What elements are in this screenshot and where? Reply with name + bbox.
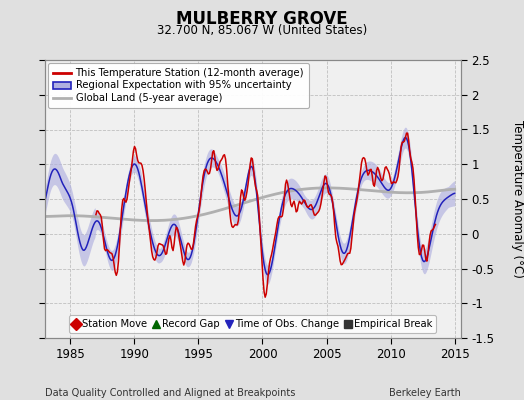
Text: MULBERRY GROVE: MULBERRY GROVE [176,10,348,28]
Legend: Station Move, Record Gap, Time of Obs. Change, Empirical Break: Station Move, Record Gap, Time of Obs. C… [69,315,436,333]
Y-axis label: Temperature Anomaly (°C): Temperature Anomaly (°C) [511,120,524,278]
Text: Berkeley Earth: Berkeley Earth [389,388,461,398]
Text: 32.700 N, 85.067 W (United States): 32.700 N, 85.067 W (United States) [157,24,367,37]
Text: Data Quality Controlled and Aligned at Breakpoints: Data Quality Controlled and Aligned at B… [45,388,295,398]
